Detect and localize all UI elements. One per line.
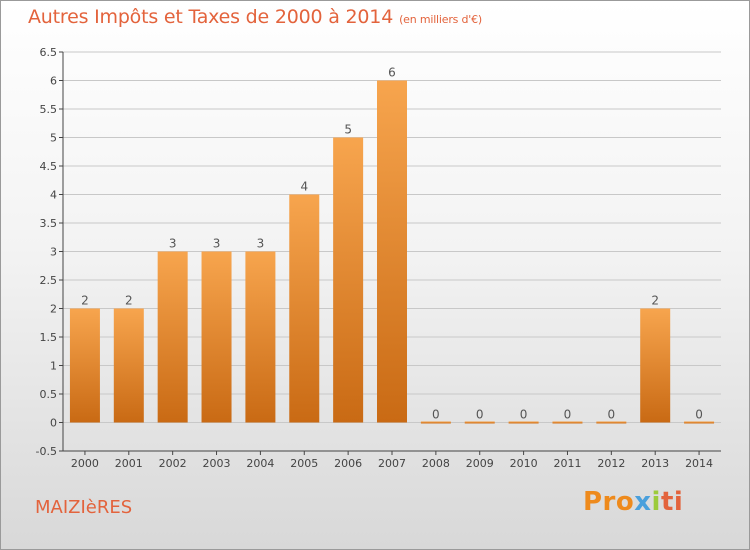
x-tick-label: 2001 xyxy=(115,457,143,470)
bar-2001 xyxy=(113,308,144,423)
data-label-2007: 6 xyxy=(388,66,396,80)
bars xyxy=(69,80,715,424)
y-tick-label: -0.5 xyxy=(36,445,57,458)
y-tick-label: 5.5 xyxy=(40,103,58,116)
bar-2011 xyxy=(552,421,583,424)
y-tick-label: 1 xyxy=(50,360,57,373)
y-tick-label: 1.5 xyxy=(40,331,58,344)
y-tick-label: 6 xyxy=(50,75,57,88)
bar-2005 xyxy=(289,194,320,423)
y-tick-label: 2.5 xyxy=(40,274,58,287)
logo-part: x xyxy=(634,487,652,517)
bar-2009 xyxy=(464,421,495,424)
y-tick-label: 3 xyxy=(50,246,57,259)
bar-2003 xyxy=(201,251,232,423)
chart-unit-label: (en milliers d'€) xyxy=(399,13,482,26)
x-tick-label: 2014 xyxy=(685,457,713,470)
data-label-2013: 2 xyxy=(651,294,659,308)
data-label-2000: 2 xyxy=(81,294,89,308)
x-tick-label: 2004 xyxy=(246,457,274,470)
data-label-2005: 4 xyxy=(300,180,308,194)
bar-2002 xyxy=(157,251,188,423)
data-label-2006: 5 xyxy=(344,123,352,137)
y-tick-label: 5 xyxy=(50,132,57,145)
y-tick-label: 4.5 xyxy=(40,160,58,173)
data-label-2004: 3 xyxy=(257,237,265,251)
data-label-2010: 0 xyxy=(520,408,528,422)
logo-part: ti xyxy=(660,487,684,517)
x-tick-label: 2010 xyxy=(510,457,538,470)
bar-2000 xyxy=(69,308,100,423)
x-tick-label: 2006 xyxy=(334,457,362,470)
y-tick-label: 2 xyxy=(50,303,57,316)
data-label-2001: 2 xyxy=(125,294,133,308)
y-tick-label: 0 xyxy=(50,417,57,430)
bar-2004 xyxy=(245,251,276,423)
data-label-2014: 0 xyxy=(695,408,703,422)
x-tick-label: 2000 xyxy=(71,457,99,470)
y-tick-label: 6.5 xyxy=(40,46,58,59)
x-tick-label: 2011 xyxy=(553,457,581,470)
logo-part: i xyxy=(651,487,661,517)
chart-title-text: Autres Impôts et Taxes de 2000 à 2014 xyxy=(28,6,394,28)
data-label-2003: 3 xyxy=(213,237,221,251)
x-tick-label: 2008 xyxy=(422,457,450,470)
commune-name: MAIZIèRES xyxy=(35,497,133,518)
y-tick-label: 0.5 xyxy=(40,388,58,401)
x-tick-label: 2012 xyxy=(597,457,625,470)
bar-2007 xyxy=(377,80,407,423)
y-tick-label: 3.5 xyxy=(40,217,58,230)
bar-2006 xyxy=(333,137,364,423)
x-tick-label: 2007 xyxy=(378,457,406,470)
x-tick-label: 2003 xyxy=(203,457,231,470)
logo-part: Pro xyxy=(583,487,635,517)
x-tick-label: 2002 xyxy=(159,457,187,470)
data-label-2012: 0 xyxy=(608,408,616,422)
bar-2008 xyxy=(420,421,451,424)
data-label-2011: 0 xyxy=(564,408,572,422)
data-label-2009: 0 xyxy=(476,408,484,422)
data-labels: 2 2 3 3 3 4 5 6 0 0 0 0 0 2 0 xyxy=(81,66,703,422)
proxiti-logo: Proxiti xyxy=(583,487,683,517)
chart-title: Autres Impôts et Taxes de 2000 à 2014 (en… xyxy=(28,6,482,28)
bar-2012 xyxy=(596,421,627,424)
bar-2010 xyxy=(508,421,539,424)
x-tick-label: 2009 xyxy=(466,457,494,470)
x-tick-label: 2013 xyxy=(641,457,669,470)
bar-2013 xyxy=(640,308,671,423)
bar-2014 xyxy=(684,421,715,424)
y-tick-label: 4 xyxy=(50,189,57,202)
data-label-2008: 0 xyxy=(432,408,440,422)
data-label-2002: 3 xyxy=(169,237,177,251)
x-tick-label: 2005 xyxy=(290,457,318,470)
